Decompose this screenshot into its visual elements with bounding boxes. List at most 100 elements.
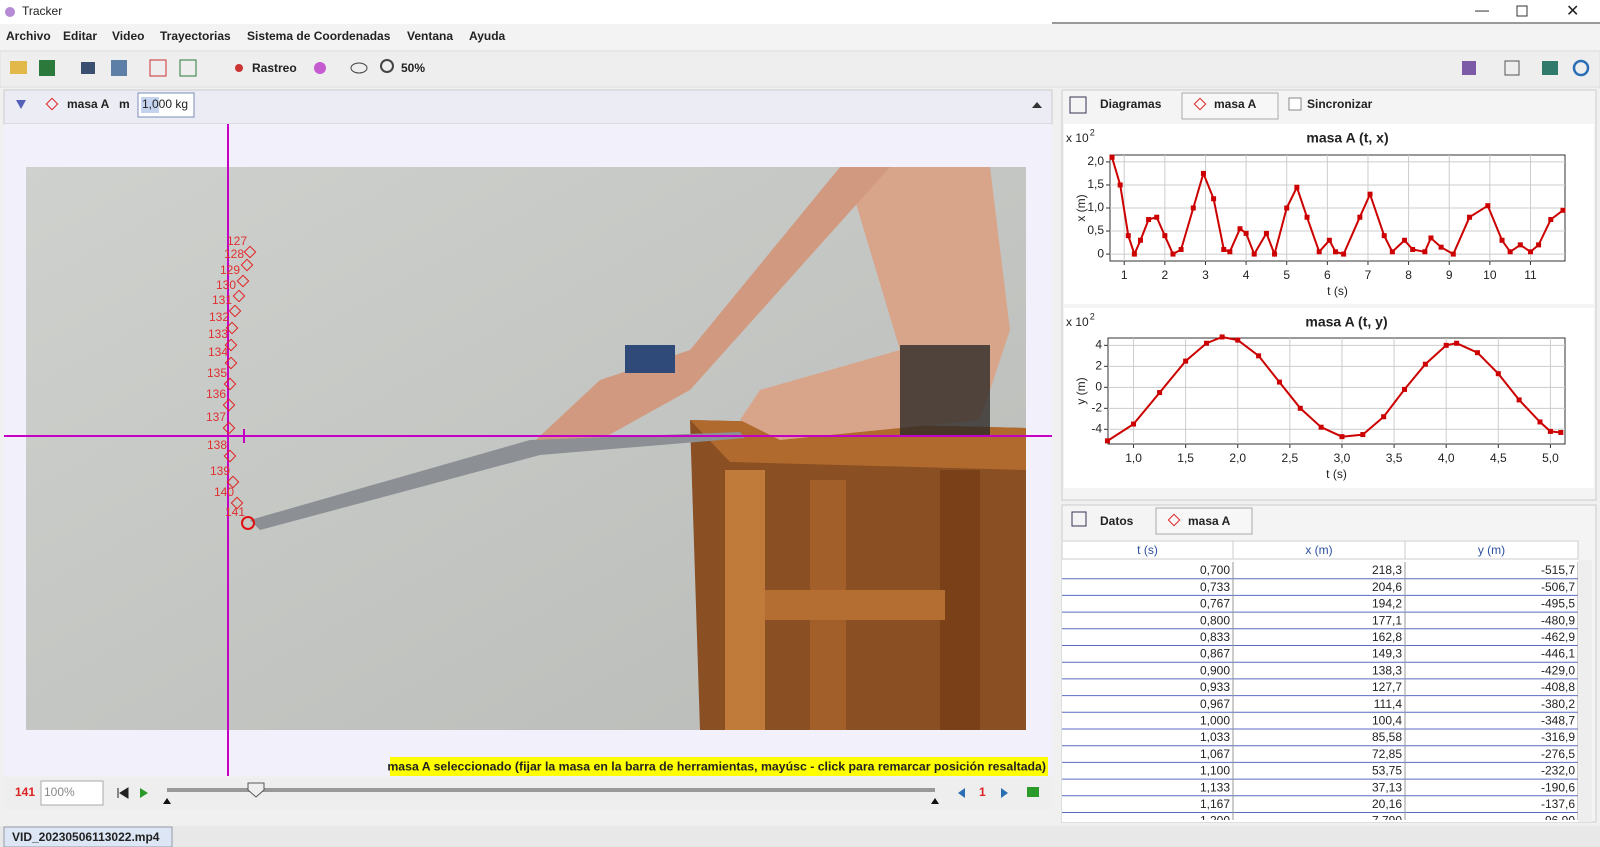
table-cell: 0,867	[1200, 647, 1230, 661]
step-back-button[interactable]	[958, 788, 965, 798]
rate-field[interactable]	[40, 780, 104, 806]
table-cell: 111,4	[1374, 697, 1403, 711]
table-cell: 0,733	[1200, 580, 1230, 594]
data-point	[1357, 214, 1363, 220]
track-name[interactable]: masa A	[67, 97, 110, 111]
menu-item[interactable]: Ventana	[407, 29, 453, 43]
data-point	[1131, 421, 1137, 427]
axes-icon[interactable]	[149, 59, 167, 77]
data-line	[1111, 157, 1564, 258]
close-button[interactable]: ✕	[1566, 3, 1579, 20]
data-point	[1438, 244, 1444, 250]
play-button[interactable]	[140, 788, 148, 798]
x-tick-label: 10	[1483, 268, 1497, 282]
reset-button[interactable]	[117, 787, 129, 799]
view-icon[interactable]	[350, 62, 368, 74]
tab-strip	[0, 826, 1600, 847]
step-forward-button[interactable]	[1001, 788, 1008, 798]
data-menu[interactable]: Datos	[1100, 514, 1134, 528]
data-point	[1422, 249, 1428, 255]
slider-thumb[interactable]	[247, 782, 265, 798]
sync-checkbox[interactable]	[1288, 97, 1302, 111]
menu-item[interactable]: Ayuda	[469, 29, 506, 43]
y-tick-label: -2	[1091, 400, 1102, 414]
plot-track[interactable]: masa A	[1214, 97, 1257, 111]
sync-label[interactable]: Sincronizar	[1307, 97, 1373, 111]
menu-item[interactable]: Trayectorias	[160, 29, 231, 43]
track-point	[232, 289, 246, 303]
bracelets	[900, 345, 990, 435]
data-point	[1516, 397, 1522, 403]
menu-item[interactable]: Editar	[63, 29, 97, 43]
notes-icon[interactable]	[1504, 60, 1520, 76]
frame-label: 130	[216, 278, 236, 292]
table-cell: -495,5	[1541, 597, 1575, 611]
plot-track-selector[interactable]	[1181, 92, 1279, 120]
minimize-button[interactable]: —	[1475, 2, 1489, 18]
table-cell: 7,790	[1372, 814, 1402, 828]
mass-value[interactable]: 1,000 kg	[142, 97, 188, 111]
calibration-icon[interactable]	[111, 60, 127, 76]
window-title: Tracker	[22, 4, 62, 18]
toolbar	[0, 50, 1600, 88]
frame-label: 137	[206, 410, 226, 424]
track-icon[interactable]	[179, 59, 197, 77]
pencil-icon[interactable]	[1462, 61, 1476, 75]
y-axis-label: y (m)	[1074, 377, 1088, 404]
autotrack-icon[interactable]	[314, 62, 326, 74]
loop-button[interactable]	[1027, 787, 1039, 797]
data-point	[1276, 379, 1282, 385]
data-line	[1106, 335, 1561, 442]
table-cell: 85,58	[1372, 730, 1402, 744]
memory-icon[interactable]	[1542, 61, 1558, 75]
x-tick-label: 11	[1524, 268, 1537, 282]
frame-label: 129	[220, 263, 240, 277]
data-point	[1219, 334, 1225, 340]
ruler	[250, 432, 745, 530]
table-cell: 204,6	[1372, 580, 1402, 594]
multiplier-exponent: 2	[1090, 127, 1095, 137]
file-name[interactable]: VID_20230506113022.mp4	[12, 830, 160, 844]
file-tab[interactable]	[3, 826, 173, 847]
video-frame	[26, 167, 1026, 730]
data-point	[1146, 217, 1152, 223]
column-header: y (m)	[1478, 543, 1505, 557]
rate-value[interactable]: 100%	[44, 785, 75, 799]
x-tick-label: 3,0	[1334, 451, 1351, 465]
table-cell: 1,200	[1200, 814, 1230, 828]
collapse-icon[interactable]	[1032, 102, 1042, 108]
x-tick-label: 8	[1405, 268, 1412, 282]
data-point	[1157, 390, 1163, 396]
track-point	[223, 449, 237, 463]
table-cell: 0,967	[1200, 697, 1230, 711]
open-icon[interactable]	[10, 61, 27, 74]
table-cell: 0,767	[1200, 597, 1230, 611]
clip-icon[interactable]	[81, 62, 95, 74]
track-menu-icon[interactable]	[16, 100, 26, 109]
menu-item[interactable]: Archivo	[6, 29, 51, 43]
plots-menu[interactable]: Diagramas	[1100, 97, 1162, 111]
save-icon[interactable]	[39, 60, 55, 76]
step-size[interactable]: 1	[979, 785, 986, 799]
zoom-level[interactable]: 50%	[401, 61, 425, 75]
zoom-icon[interactable]	[380, 59, 394, 73]
table-cell: -515,7	[1541, 563, 1575, 577]
refresh-icon[interactable]	[1572, 59, 1590, 77]
table-scrollbar[interactable]	[1578, 560, 1592, 822]
menu-item[interactable]: Sistema de Coordenadas	[247, 29, 391, 43]
table-cell: 0,900	[1200, 663, 1230, 677]
table-cell: 1,000	[1200, 713, 1230, 727]
data-point	[1547, 428, 1553, 434]
menu-item[interactable]: Video	[112, 29, 144, 43]
table-cell: 1,167	[1200, 797, 1230, 811]
data-track[interactable]: masa A	[1188, 514, 1231, 528]
x-axis-label: t (s)	[1327, 284, 1348, 298]
track-button[interactable]: Rastreo	[252, 61, 297, 75]
maximize-button[interactable]	[1516, 5, 1528, 17]
table-cell: -137,6	[1541, 797, 1575, 811]
mass-label: m	[119, 97, 130, 111]
create-icon[interactable]	[235, 64, 243, 72]
track-point	[224, 356, 238, 370]
data-track-selector[interactable]	[1155, 507, 1253, 535]
